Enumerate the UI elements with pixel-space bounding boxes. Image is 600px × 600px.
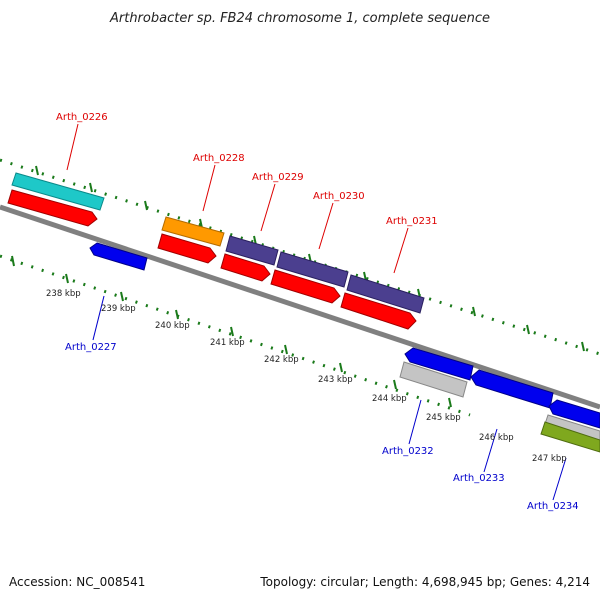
kbp-label: 243 kbp [318,375,353,385]
outer-tick-track [0,158,600,356]
accession-text: Accession: NC_008541 [9,575,145,589]
forward-gene-track [7,172,425,330]
gene-block-arth-0229 [225,235,279,266]
kbp-label: 240 kbp [155,321,190,331]
reverse-gene-labels: Arth_0227 Arth_0232 Arth_0233 Arth_0234 [65,342,579,512]
reverse-gene-track [89,242,600,453]
gene-label-arth-0232: Arth_0232 [382,446,434,457]
gene-label-arth-0228: Arth_0228 [193,153,245,164]
cds-arrow-arth-0234 [548,399,600,429]
map-title: Arthrobacter sp. FB24 chromosome 1, comp… [109,11,490,26]
kbp-label: 244 kbp [372,394,407,404]
chromosome-backbone [0,204,600,410]
cds-arrow-arth-0231 [340,292,417,330]
inner-tick-track [0,254,471,417]
gene-block-arth-0226 [11,172,105,211]
kbp-label: 242 kbp [264,355,299,365]
cds-arrow-arth-0227 [89,242,148,271]
kbp-label: 238 kbp [46,289,81,299]
cds-arrow-arth-0233 [470,369,554,409]
gene-label-arth-0234: Arth_0234 [527,501,579,512]
gene-label-arth-0229: Arth_0229 [252,172,304,183]
gene-block-arth-0231 [346,274,425,314]
gene-label-arth-0230: Arth_0230 [313,191,365,202]
kbp-label: 246 kbp [479,433,514,443]
gene-label-arth-0226: Arth_0226 [56,112,108,123]
kbp-scale-labels: 238 kbp 239 kbp 240 kbp 241 kbp 242 kbp … [46,289,567,464]
reverse-label-leaders [92,295,567,501]
cds-arrow-arth-0232 [404,347,474,381]
cds-arrow-arth-0230 [270,269,341,304]
gene-block-arth-0230 [276,251,349,288]
forward-label-leaders [66,123,409,274]
gene-label-arth-0227: Arth_0227 [65,342,117,353]
kbp-label: 239 kbp [101,304,136,314]
topology-text: Topology: circular; Length: 4,698,945 bp… [259,575,590,589]
major-ticks [11,165,585,408]
gene-label-arth-0231: Arth_0231 [386,216,438,227]
kbp-label: 247 kbp [532,454,567,464]
forward-gene-labels: Arth_0226 Arth_0228 Arth_0229 Arth_0230 … [56,112,438,227]
cds-arrow-arth-0226 [7,189,98,227]
kbp-label: 245 kbp [426,413,461,423]
gene-label-arth-0233: Arth_0233 [453,473,505,484]
cds-arrow-arth-0228 [157,233,217,264]
gene-block-arth-0228 [161,216,225,247]
kbp-label: 241 kbp [210,338,245,348]
gene-block-arth-0234-b [540,421,600,453]
gene-block-arth-0232 [399,361,468,398]
cds-arrow-arth-0229 [220,253,271,282]
